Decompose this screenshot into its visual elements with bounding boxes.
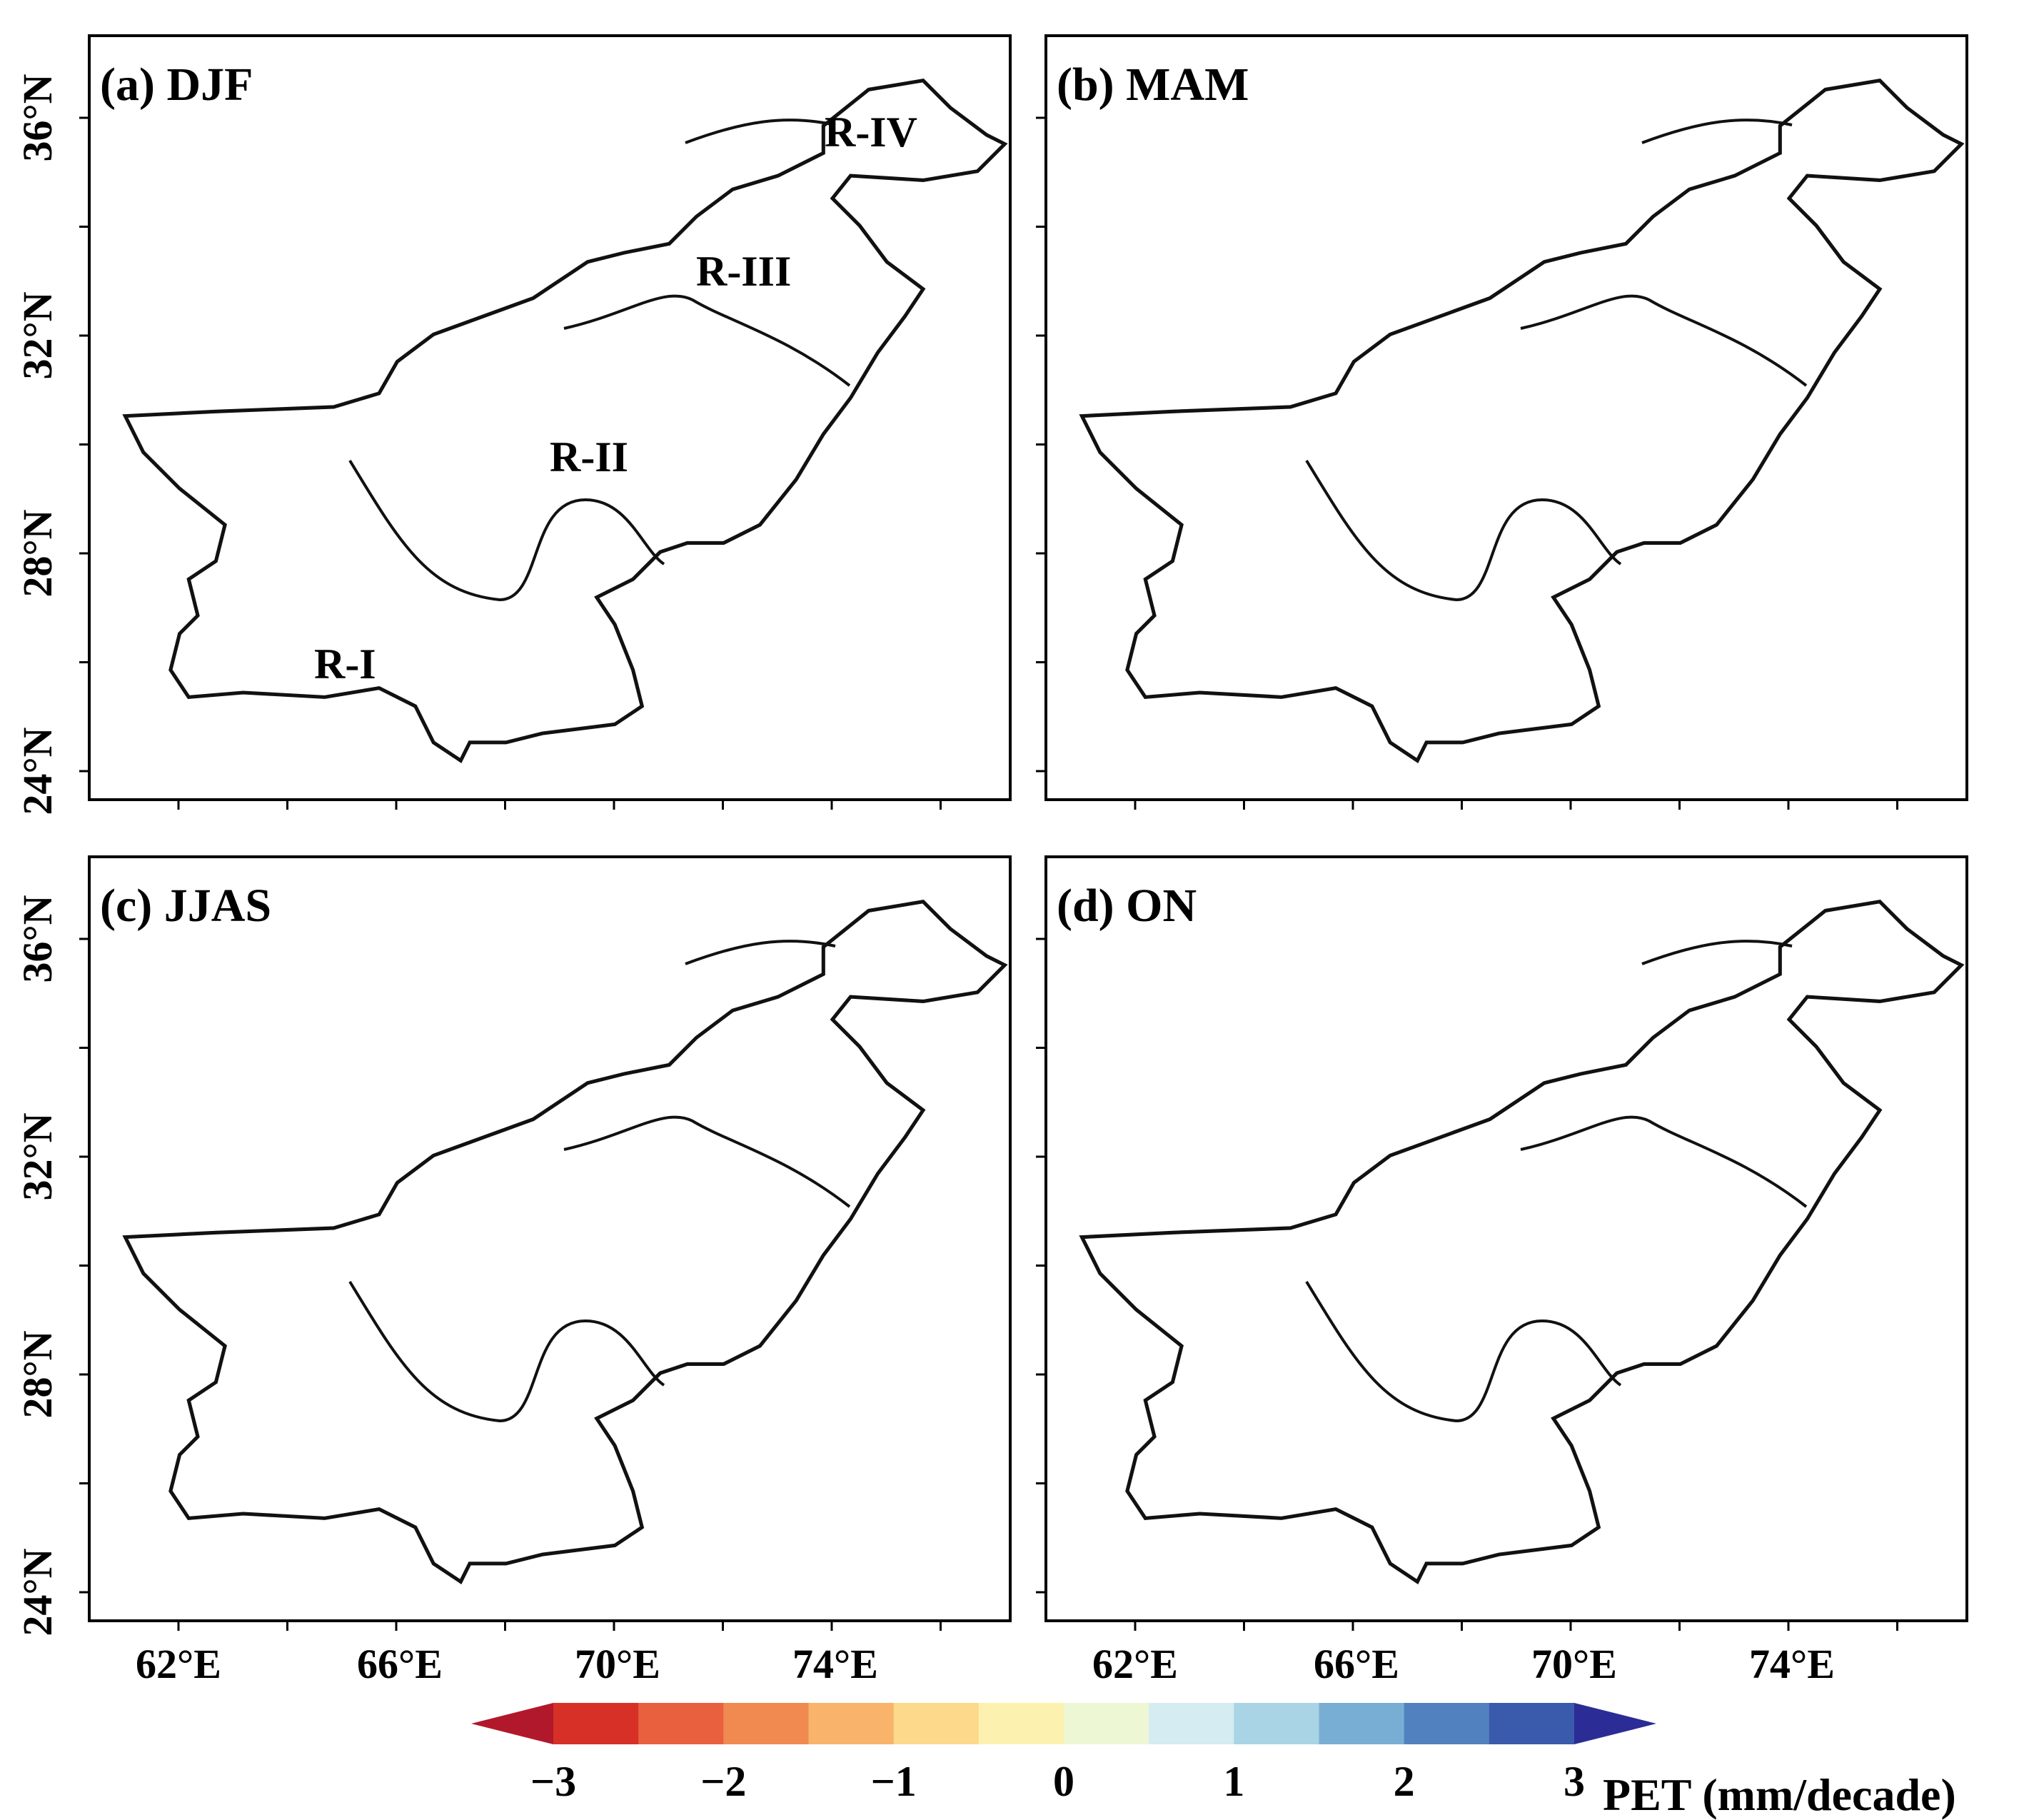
panel-title: (b) MAM [1057, 59, 1249, 111]
colorbar-swatch [1319, 1703, 1405, 1744]
region-label: R-I [314, 640, 376, 688]
colorbar-tick-label: −3 [530, 1758, 576, 1805]
colorbar-label: PET (mm/decade) [1603, 1769, 1956, 1820]
panel-title: (d) ON [1057, 880, 1197, 932]
panel-frame [1044, 855, 1968, 1622]
colorbar-extend-min [471, 1703, 553, 1744]
colorbar-extend-max [1574, 1703, 1656, 1744]
lat-tick-label: 32°N [14, 1112, 61, 1200]
region-label: R-III [696, 248, 791, 295]
colorbar-tick-label: 1 [1223, 1758, 1244, 1805]
lon-tick-label: 66°E [357, 1641, 443, 1687]
lat-tick-label: 36°N [14, 74, 61, 161]
lat-tick-label: 32°N [14, 291, 61, 379]
region-boundary [685, 940, 836, 965]
panel-djf: (a) DJF R-I R-II R-III R-IV [88, 34, 1012, 801]
colorbar: PET (mm/decade) −3 −2 −1 0 1 2 3 [471, 1703, 1956, 1820]
lon-tick-label: 66°E [1314, 820, 1399, 866]
colorbar-swatch [1489, 1703, 1575, 1744]
region-boundary [563, 294, 851, 387]
colorbar-tick-label: −1 [871, 1758, 917, 1805]
panel-jjas: (c) JJAS [88, 855, 1012, 1622]
lat-tick-label: 24°N [14, 727, 61, 815]
panel-frame [88, 34, 1012, 801]
panel-title: (a) DJF [100, 59, 253, 111]
region-boundary [348, 1280, 665, 1423]
lon-tick-label: 74°E [792, 1641, 878, 1687]
lat-tick-label: 36°N [14, 895, 61, 982]
axes: 24°N 28°N 32°N 36°N 24°N 28°N 32°N 36°N 62°E 66°E… [14, 74, 1898, 1687]
region-label: R-IV [825, 109, 917, 156]
lon-tick-label: 62°E [1092, 1641, 1178, 1687]
region-boundary [1641, 940, 1793, 965]
colorbar-tick-label: 2 [1394, 1758, 1415, 1805]
colorbar-tick-label: 0 [1053, 1758, 1074, 1805]
lon-tick-label: 74°E [1749, 1641, 1835, 1687]
lon-tick-label: 74°E [1749, 820, 1835, 866]
colorbar-swatch [893, 1703, 980, 1744]
colorbar-swatch [638, 1703, 724, 1744]
lon-tick-label: 70°E [1531, 820, 1617, 866]
panel-mam: (b) MAM [1044, 34, 1968, 801]
region-boundary [1641, 119, 1793, 144]
colorbar-swatch [723, 1703, 809, 1744]
colorbar-swatch [1064, 1703, 1149, 1744]
lon-tick-label: 66°E [1314, 1641, 1399, 1687]
colorbar-tick-label: −2 [700, 1758, 746, 1805]
panel-frame [88, 855, 1012, 1622]
region-boundary [563, 1115, 851, 1208]
region-boundary [1520, 294, 1808, 387]
colorbar-swatch [978, 1703, 1064, 1744]
lon-tick-label: 62°E [1092, 820, 1178, 866]
colorbar-swatch [1149, 1703, 1234, 1744]
lat-tick-label: 28°N [14, 509, 61, 597]
region-boundary [685, 119, 836, 144]
colorbar-tick-label: 3 [1564, 1758, 1585, 1805]
colorbar-swatch [808, 1703, 895, 1744]
region-boundary [1520, 1115, 1808, 1208]
lon-tick-label: 70°E [1531, 1641, 1617, 1687]
region-boundary [348, 459, 665, 602]
panel-title: (c) JJAS [100, 880, 271, 932]
panel-on: (d) ON [1044, 855, 1968, 1622]
lat-tick-label: 28°N [14, 1330, 61, 1418]
panel-frame [1044, 34, 1968, 801]
region-label: R-II [550, 433, 628, 481]
colorbar-swatch [1234, 1703, 1319, 1744]
lon-tick-label: 70°E [575, 1641, 660, 1687]
lon-tick-label: 62°E [136, 1641, 221, 1687]
colorbar-swatch [553, 1703, 639, 1744]
region-boundary [1305, 1280, 1622, 1423]
region-boundary [1305, 459, 1622, 602]
lat-tick-label: 24°N [14, 1548, 61, 1636]
colorbar-swatch [1404, 1703, 1490, 1744]
